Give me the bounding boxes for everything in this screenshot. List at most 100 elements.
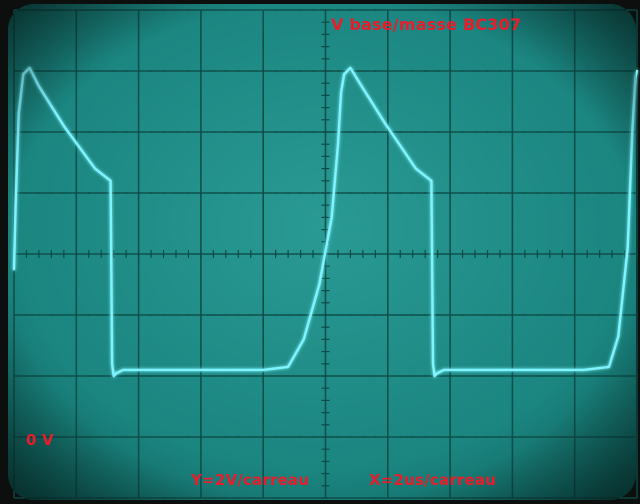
grid-dot [424, 70, 426, 72]
grid-dot [399, 253, 402, 255]
grid-dot [561, 9, 564, 11]
grid-dot [611, 131, 613, 133]
grid-dot [274, 131, 277, 133]
grid-dot [524, 497, 526, 499]
grid-dot [175, 70, 177, 72]
grid-dot [249, 375, 252, 377]
grid-dot [349, 9, 352, 11]
grid-dot [249, 253, 252, 255]
grid-dot [499, 497, 501, 499]
grid-dot [25, 131, 28, 133]
grid-dot [461, 497, 464, 499]
grid-dot [162, 9, 165, 11]
grid-dot [212, 131, 215, 133]
x-scale-label: X=2us/carreau [369, 471, 497, 489]
grid-dot [175, 436, 177, 438]
grid-dot [611, 497, 613, 499]
grid-dot [424, 131, 426, 133]
grid-dot [548, 192, 551, 194]
grid-dot [436, 436, 439, 438]
grid-dot [561, 70, 564, 72]
grid-dot [399, 9, 402, 11]
grid-dot [536, 131, 539, 133]
grid-dot [112, 192, 115, 194]
grid-dot [125, 192, 127, 194]
grid-dot [561, 436, 564, 438]
grid-dot [162, 253, 165, 255]
grid-dot [374, 253, 377, 255]
grid-dot [337, 314, 339, 316]
grid-dot [524, 9, 526, 11]
grid-dot [312, 131, 314, 133]
grid-dot [312, 497, 314, 499]
grid-dot [125, 314, 127, 316]
grid-dot [162, 192, 165, 194]
grid-dot [561, 253, 564, 255]
grid-dot [63, 70, 65, 72]
grid-dot [112, 70, 115, 72]
grid-dot [100, 497, 103, 499]
grid-dot [623, 497, 626, 499]
grid-dot [598, 497, 601, 499]
grid-dot [586, 253, 588, 255]
grid-dot [25, 314, 28, 316]
grid-dot [474, 314, 476, 316]
grid-dot [374, 131, 377, 133]
grid-dot [112, 9, 115, 11]
grid-dot [399, 497, 402, 499]
grid-dot [586, 9, 588, 11]
grid-dot [237, 131, 240, 133]
grid-dot [598, 314, 601, 316]
grid-dot [499, 9, 501, 11]
grid-dot [249, 314, 252, 316]
grid-dot [50, 192, 53, 194]
grid-dot [337, 497, 339, 499]
grid-dot [162, 436, 165, 438]
grid-dot [362, 70, 364, 72]
grid-dot [548, 70, 551, 72]
grid-dot [611, 253, 613, 255]
grid-dot [461, 375, 464, 377]
grid-dot [486, 9, 489, 11]
grid-dot [287, 131, 289, 133]
grid-dot [287, 497, 289, 499]
grid-dot [63, 436, 65, 438]
grid-dot [100, 9, 103, 11]
grid-dot [50, 253, 53, 255]
grid-dot [349, 192, 352, 194]
grid-dot [374, 314, 377, 316]
grid-dot [486, 192, 489, 194]
grid-dot [586, 497, 588, 499]
grid-dot [187, 9, 190, 11]
grid-dot [87, 375, 90, 377]
grid-dot [312, 192, 314, 194]
grid-dot [225, 314, 227, 316]
grid-dot [100, 314, 103, 316]
grid-dot [237, 497, 240, 499]
grid-dot [225, 436, 227, 438]
grid-dot [461, 436, 464, 438]
grid-dot [212, 314, 215, 316]
grid-dot [274, 436, 277, 438]
grid-dot [312, 253, 314, 255]
grid-dot [25, 192, 28, 194]
grid-dot [623, 436, 626, 438]
grid-dot [50, 70, 53, 72]
grid-dot [287, 253, 289, 255]
grid-dot [287, 9, 289, 11]
grid-dot [38, 314, 40, 316]
grid-dot [87, 314, 90, 316]
grid-dot [125, 375, 127, 377]
grid-dot [399, 70, 402, 72]
grid-dot [362, 375, 364, 377]
grid-dot [499, 436, 501, 438]
grid-dot [225, 192, 227, 194]
grid-dot [349, 253, 352, 255]
grid-dot [436, 70, 439, 72]
grid-dot [274, 375, 277, 377]
grid-dot [586, 375, 588, 377]
grid-dot [474, 70, 476, 72]
grid-dot [287, 192, 289, 194]
grid-dot [87, 131, 90, 133]
